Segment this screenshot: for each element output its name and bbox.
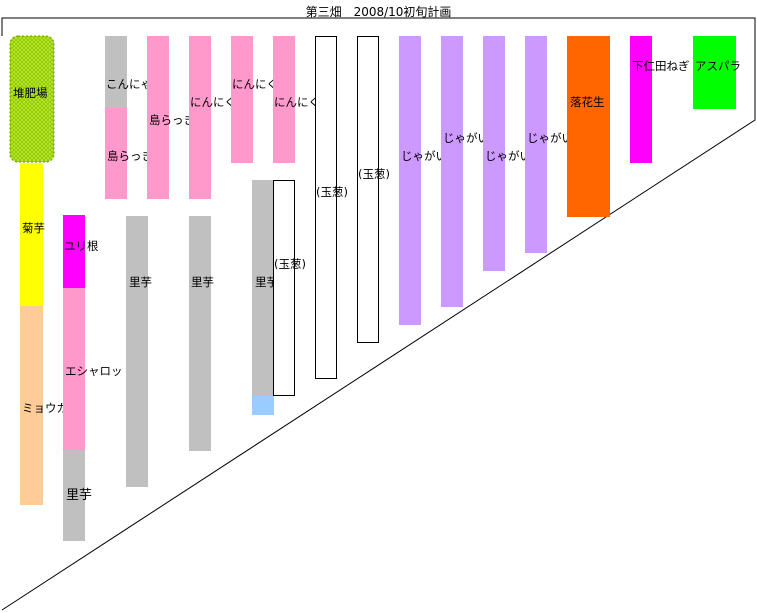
kikuimo-plot — [20, 163, 43, 306]
satoimo-plot-a — [63, 450, 85, 541]
tamanegi-plot-a — [273, 180, 295, 396]
satoimo-label-c: 里芋 — [191, 275, 214, 289]
shimonita-label: 下仁田ねぎ — [632, 59, 690, 73]
shimarakkyo-plot-b — [147, 36, 169, 199]
jagaimo-plot-a — [399, 36, 421, 325]
tamanegi-label-c: (玉葱) — [358, 167, 390, 181]
myoga-plot — [20, 306, 43, 505]
jagaimo-plot-c — [483, 36, 505, 271]
ninniku-plot-a — [189, 36, 211, 199]
tamanegi-label-a: (玉葱) — [274, 257, 306, 271]
shallot-label: エシャロット — [65, 364, 134, 378]
tamanegi-plot-b — [315, 36, 337, 379]
rakkasei-plot — [567, 36, 610, 217]
compost-plot — [9, 35, 55, 163]
shimonita-plot — [630, 36, 652, 163]
ninniku-plot-c — [273, 36, 295, 163]
myoga-label: ミョウガ — [22, 401, 68, 415]
ninniku-plot-b — [231, 36, 253, 163]
jagaimo-plot-b — [441, 36, 463, 307]
ninniku-label-a: にんにく — [190, 95, 236, 109]
rakkasei-label: 落花生 — [570, 95, 605, 109]
page-title: 第三畑 2008/10初旬計画 — [305, 5, 452, 19]
yurine-plot — [63, 215, 85, 288]
konnyaku-plot — [105, 36, 127, 108]
asupara-label: アスパラ — [695, 59, 741, 73]
tamanegi-plot-c — [357, 36, 379, 343]
satoimo-label-a: 里芋 — [66, 488, 93, 503]
kikuimo-label: 菊芋 — [22, 221, 45, 235]
lightblue-plot — [252, 396, 274, 415]
ninniku-label-b: にんにく — [232, 77, 278, 91]
shallot-plot — [63, 288, 85, 450]
compost-label: 堆肥場 — [13, 86, 48, 100]
satoimo-plot-b — [126, 216, 148, 487]
satoimo-plot-d — [252, 180, 274, 396]
satoimo-label-b: 里芋 — [129, 275, 152, 289]
satoimo-plot-c — [189, 216, 211, 451]
asupara-plot — [693, 36, 736, 109]
shimarakkyo-plot-a — [105, 108, 127, 199]
yurine-label: ユリ根 — [64, 239, 99, 253]
satoimo-label-d: 里芋 — [255, 275, 278, 289]
ninniku-label-c: にんにく — [274, 95, 320, 109]
tamanegi-label-b: (玉葱) — [316, 185, 348, 199]
jagaimo-plot-d — [525, 36, 547, 253]
